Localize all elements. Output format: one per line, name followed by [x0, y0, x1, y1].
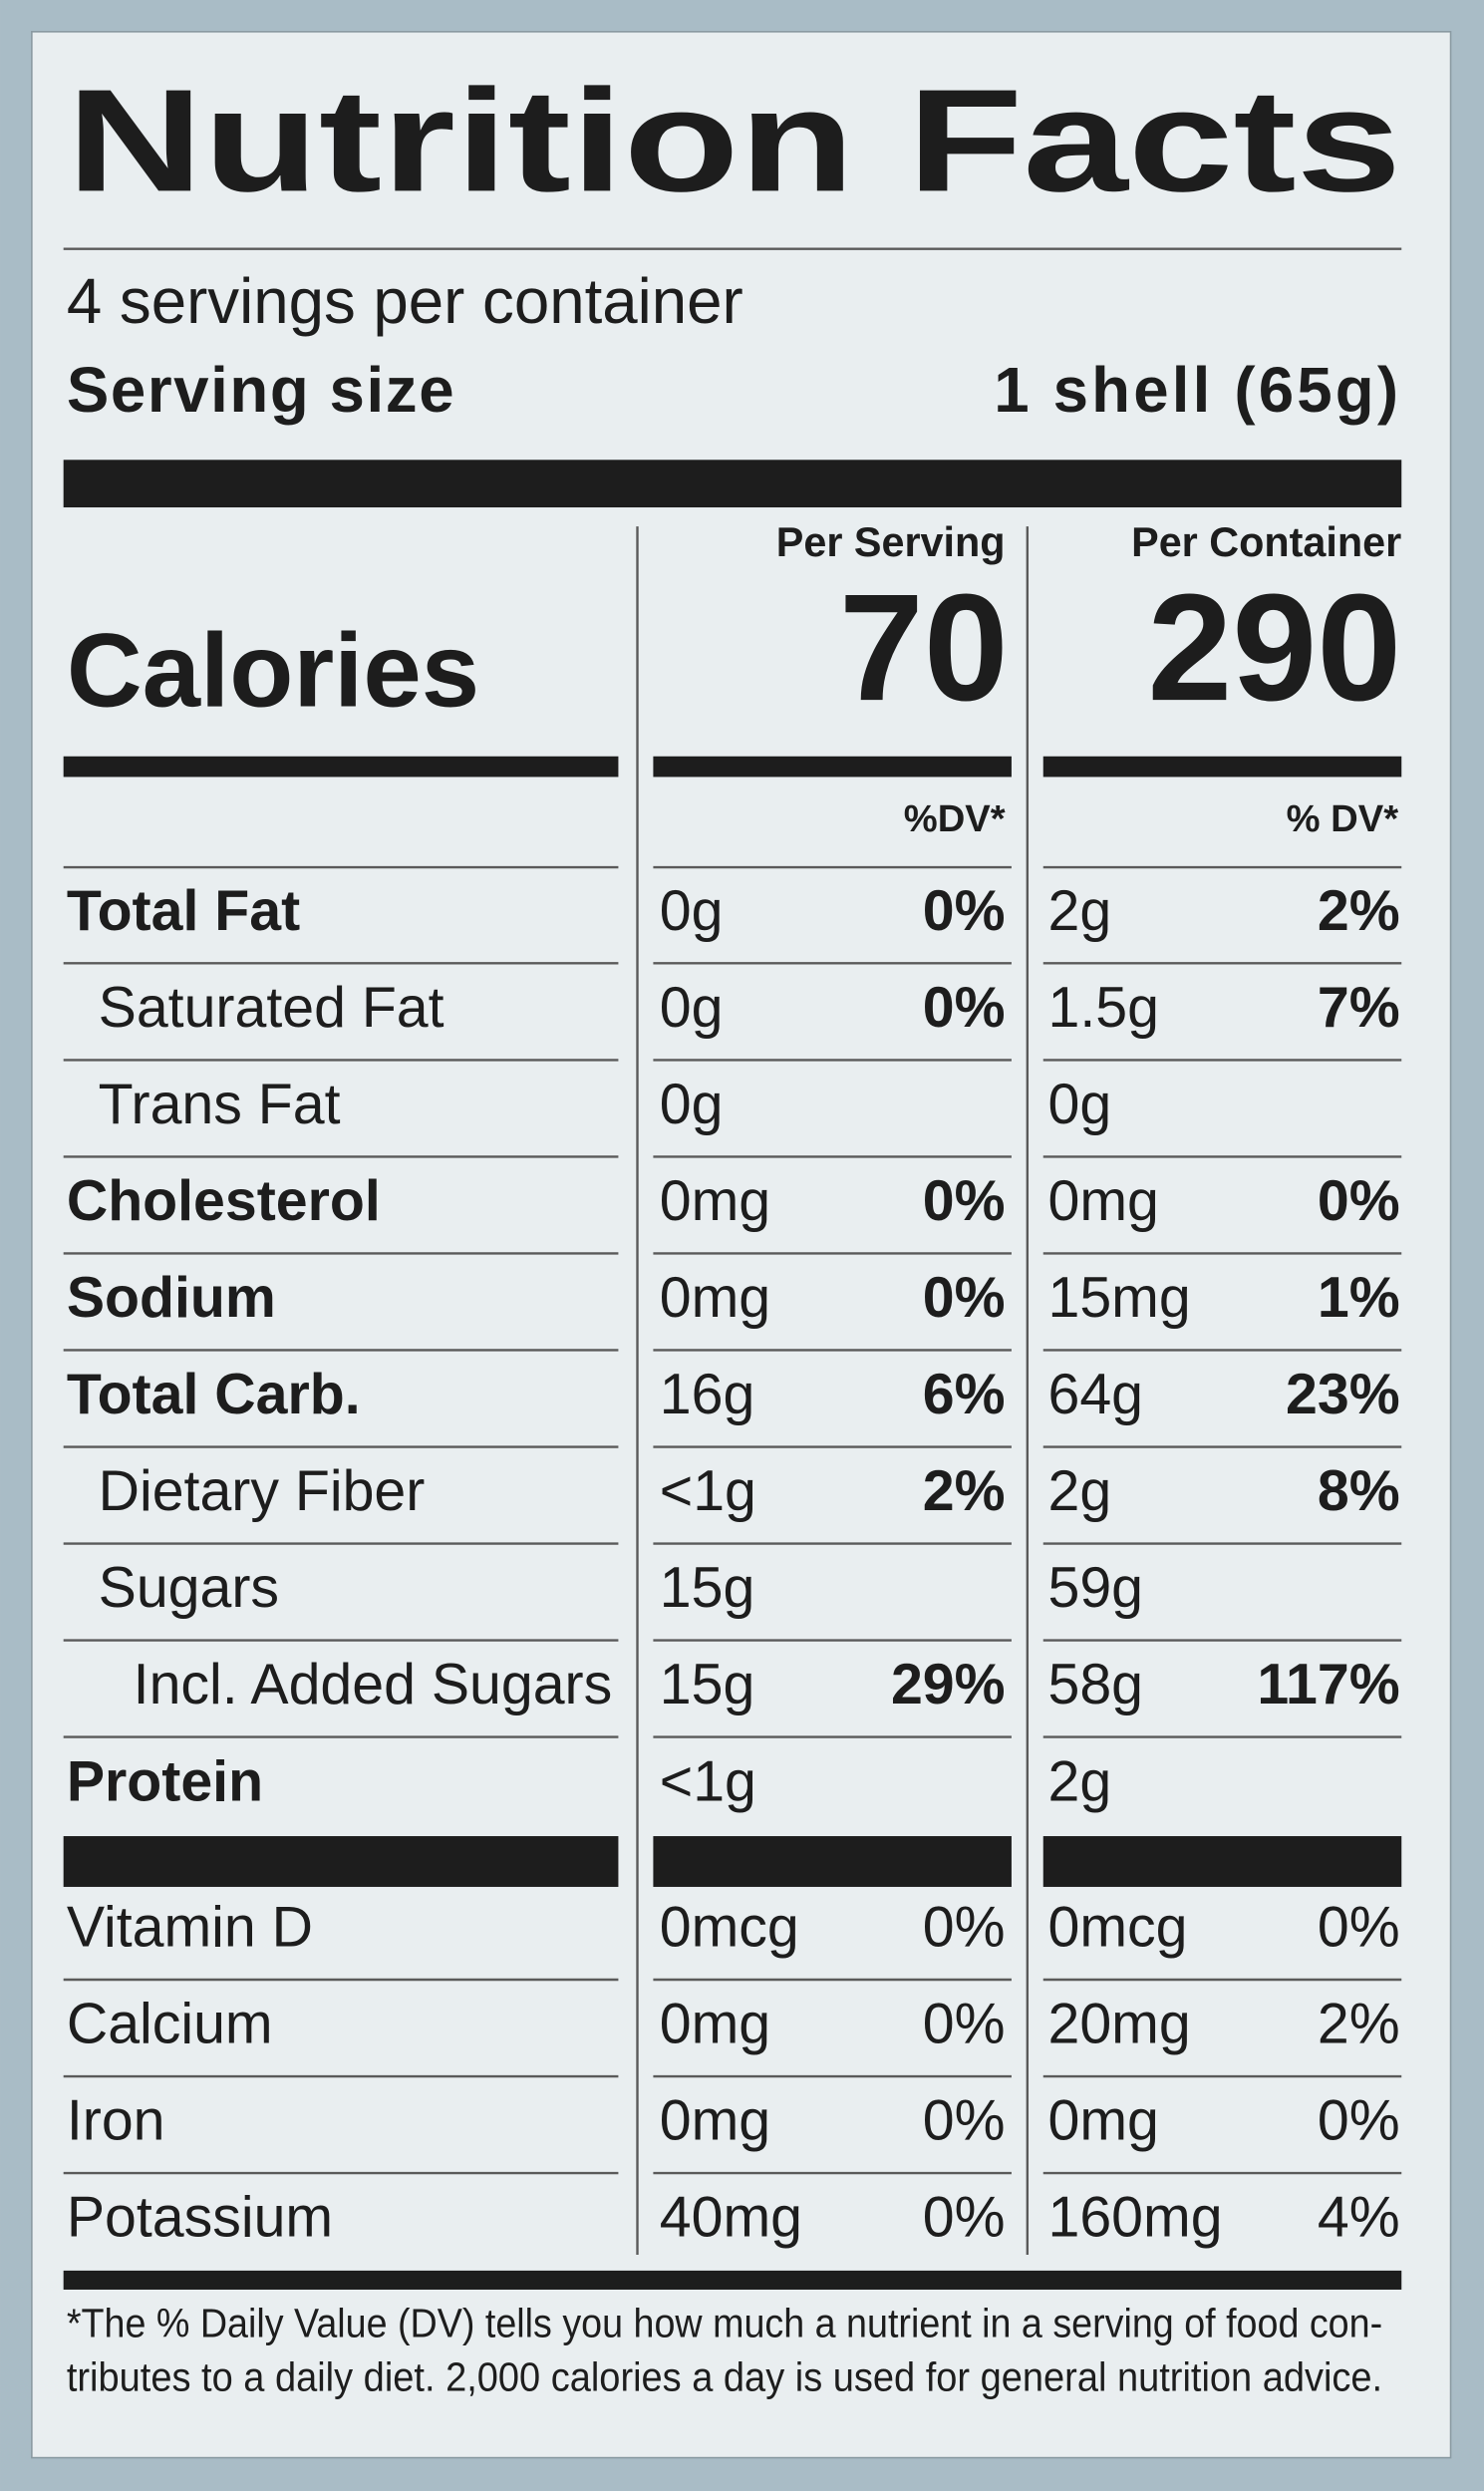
amount: 2g — [1048, 879, 1112, 943]
amount: 2g — [1048, 1459, 1112, 1523]
daily-value: 23% — [1286, 1363, 1400, 1426]
amount: 0mg — [660, 1169, 770, 1233]
amount: 160mg — [1048, 2186, 1223, 2250]
column-header: Per Container — [1131, 519, 1401, 565]
amount: 0mg — [660, 1266, 770, 1330]
daily-value: 117% — [1257, 1653, 1399, 1716]
daily-value: 4% — [1318, 2186, 1400, 2250]
daily-value: 6% — [923, 1363, 1006, 1426]
nutrient-label: Sugars — [99, 1556, 279, 1620]
daily-value: 7% — [1318, 976, 1400, 1040]
calories-label: Calories — [67, 613, 479, 730]
amount: 0g — [660, 976, 724, 1040]
bar — [653, 1836, 1012, 1887]
title: Nutrition Facts — [67, 60, 1401, 222]
amount: 40mg — [660, 2186, 802, 2250]
amount: 0mg — [1048, 1169, 1159, 1233]
amount: <1g — [660, 1749, 756, 1813]
nutrient-label: Incl. Added Sugars — [134, 1653, 613, 1716]
amount: 15g — [660, 1653, 755, 1716]
daily-value: 0% — [1318, 2089, 1400, 2153]
amount: 0mg — [660, 2089, 770, 2153]
amount: 58g — [1048, 1653, 1144, 1716]
dv-header: % DV* — [1287, 797, 1399, 840]
daily-value: 2% — [1318, 1993, 1400, 2056]
nutrient-label: Vitamin D — [67, 1896, 313, 1960]
nutrient-label: Trans Fat — [99, 1073, 341, 1136]
bar — [63, 460, 1402, 508]
amount: 20mg — [1048, 1993, 1191, 2056]
daily-value: 2% — [1318, 879, 1400, 943]
daily-value: 0% — [923, 1169, 1006, 1233]
amount: 0g — [1048, 1073, 1112, 1136]
calories-value: 290 — [1147, 563, 1401, 733]
amount: 0g — [660, 1073, 724, 1136]
amount: 0g — [660, 879, 724, 943]
nutrient-label: Total Fat — [67, 879, 300, 943]
amount: 1.5g — [1048, 976, 1159, 1040]
bar — [63, 2270, 1402, 2290]
calories-value: 70 — [839, 563, 1009, 733]
nutrient-label: Iron — [67, 2089, 165, 2153]
nutrient-label: Calcium — [67, 1993, 273, 2056]
footnote: tributes to a daily diet. 2,000 calories… — [67, 2353, 1382, 2399]
daily-value: 1% — [1318, 1266, 1400, 1330]
amount: 0mg — [1048, 2089, 1159, 2153]
nutrient-label: Sodium — [67, 1266, 276, 1330]
daily-value: 0% — [923, 2089, 1006, 2153]
daily-value: 0% — [923, 2186, 1006, 2250]
footnote: *The % Daily Value (DV) tells you how mu… — [67, 2300, 1382, 2345]
daily-value: 0% — [923, 1266, 1006, 1330]
daily-value: 0% — [923, 879, 1006, 943]
amount: 16g — [660, 1363, 755, 1426]
daily-value: 0% — [1318, 1896, 1400, 1960]
serving-size-value: 1 shell (65g) — [994, 355, 1401, 426]
amount: 59g — [1048, 1556, 1144, 1620]
bar — [63, 756, 619, 778]
bar — [63, 1836, 619, 1887]
nutrient-label: Total Carb. — [67, 1363, 361, 1426]
daily-value: 2% — [923, 1459, 1006, 1523]
serving-size-label: Serving size — [67, 355, 455, 426]
daily-value: 0% — [1318, 1169, 1400, 1233]
daily-value: 29% — [891, 1653, 1006, 1716]
daily-value: 8% — [1318, 1459, 1400, 1523]
amount: 2g — [1048, 1749, 1112, 1813]
nutrient-label: Protein — [67, 1749, 263, 1813]
amount: 0mg — [660, 1993, 770, 2056]
amount: 0mcg — [1048, 1896, 1188, 1960]
amount: 0mcg — [660, 1896, 799, 1960]
amount: 15mg — [1048, 1266, 1191, 1330]
nutrient-label: Potassium — [67, 2186, 333, 2250]
nutrient-label: Saturated Fat — [99, 976, 445, 1040]
nutrient-label: Dietary Fiber — [99, 1459, 426, 1523]
daily-value: 0% — [923, 1896, 1006, 1960]
amount: 64g — [1048, 1363, 1144, 1426]
bar — [1042, 1836, 1402, 1887]
nutrient-label: Cholesterol — [67, 1169, 381, 1233]
column-header: Per Serving — [776, 519, 1006, 565]
bar — [1042, 756, 1402, 778]
daily-value: 0% — [923, 976, 1006, 1040]
amount: <1g — [660, 1459, 756, 1523]
dv-header: %DV* — [904, 797, 1006, 840]
amount: 15g — [660, 1556, 755, 1620]
daily-value: 0% — [923, 1993, 1006, 2056]
label-panel — [31, 31, 1452, 2459]
bar — [653, 756, 1012, 778]
servings: 4 servings per container — [67, 266, 743, 337]
